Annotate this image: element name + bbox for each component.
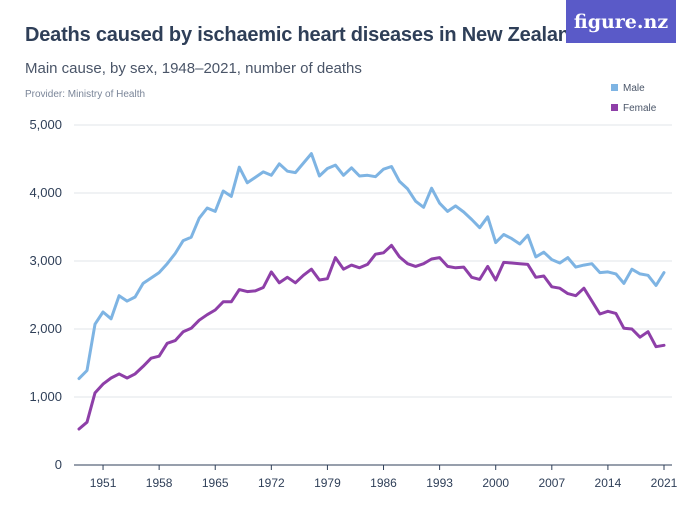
legend: Male Female	[611, 83, 657, 114]
y-tick-label: 1,000	[29, 389, 62, 404]
grid-lines	[74, 124, 672, 398]
figure-nz-logo[interactable]: figure.nz	[566, 0, 676, 43]
x-tick-label: 1965	[202, 476, 229, 490]
legend-label-female: Female	[623, 103, 657, 114]
legend-swatch-male	[611, 84, 618, 91]
series-lines	[77, 152, 666, 431]
x-tick-label: 2021	[651, 476, 678, 490]
chart-title: Deaths caused by ischaemic heart disease…	[25, 24, 582, 46]
y-axis: 0 1,000 2,000 3,000 4,000 5,000	[29, 117, 672, 472]
x-tick-label: 1986	[370, 476, 397, 490]
x-tick-label: 1972	[258, 476, 285, 490]
x-axis: 1951 1958 1965 1972 1979 1986 1993 2000 2007 2014…	[90, 465, 678, 490]
x-tick-label: 2007	[538, 476, 565, 490]
legend-label-male: Male	[623, 83, 645, 94]
x-tick-label: 2014	[595, 476, 622, 490]
y-tick-label: 2,000	[29, 321, 62, 336]
data-provider: Provider: Ministry of Health	[25, 89, 146, 100]
chart-subtitle: Main cause, by sex, 1948–2021, number of…	[25, 60, 362, 77]
series-line-male	[77, 152, 666, 381]
x-tick-label: 1993	[426, 476, 453, 490]
y-tick-label: 0	[55, 457, 62, 472]
y-tick-label: 3,000	[29, 253, 62, 268]
series-line-female	[77, 243, 666, 431]
y-tick-label: 5,000	[29, 117, 62, 132]
y-tick-label: 4,000	[29, 185, 62, 200]
x-tick-label: 1958	[146, 476, 173, 490]
x-tick-label: 1951	[90, 476, 117, 490]
x-tick-label: 1979	[314, 476, 341, 490]
x-tick-label: 2000	[482, 476, 509, 490]
legend-swatch-female	[611, 104, 618, 111]
